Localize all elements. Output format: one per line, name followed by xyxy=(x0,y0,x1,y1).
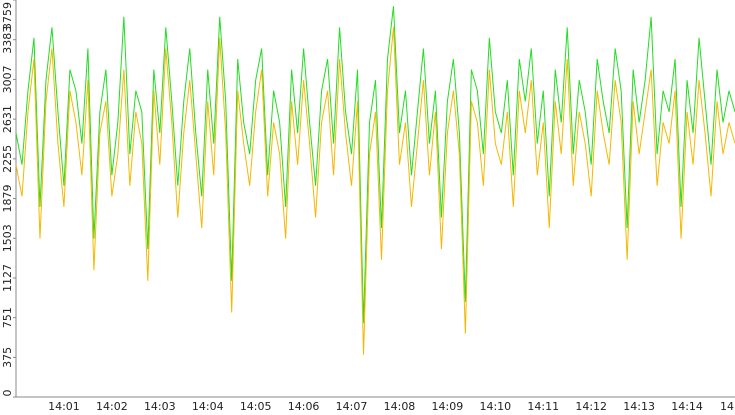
x-tick-label: 14:09 xyxy=(432,400,464,413)
y-tick-label: 2631 xyxy=(1,105,14,133)
x-tick-label: 14:10 xyxy=(479,400,511,413)
series-line xyxy=(15,6,735,324)
y-tick-label: 2255 xyxy=(1,145,14,173)
y-tick-label: 1127 xyxy=(1,264,14,292)
x-tick-label: 14:03 xyxy=(144,400,176,413)
x-tick-label: 14:06 xyxy=(288,400,320,413)
y-tick-label: 3383 xyxy=(1,26,14,54)
series-line xyxy=(15,27,735,355)
y-tick-label: 751 xyxy=(1,307,14,328)
x-tick-label: 14:08 xyxy=(384,400,416,413)
x-tick-label: 14:01 xyxy=(48,400,80,413)
x-tick-label: 14 xyxy=(720,400,734,413)
x-tick-label: 14:14 xyxy=(671,400,703,413)
y-tick-label: 1879 xyxy=(1,185,14,213)
x-tick-label: 14:02 xyxy=(96,400,128,413)
x-tick-label: 14:04 xyxy=(192,400,224,413)
x-tick-label: 14:12 xyxy=(575,400,607,413)
x-tick-label: 14:05 xyxy=(240,400,272,413)
x-tick-label: 14:11 xyxy=(527,400,559,413)
y-tick-label: 0 xyxy=(1,390,14,397)
y-tick-label: 3759 xyxy=(1,2,14,30)
y-tick-label: 375 xyxy=(1,347,14,368)
x-tick-label: 14:07 xyxy=(336,400,368,413)
y-tick-label: 1503 xyxy=(1,224,14,252)
x-tick-label: 14:13 xyxy=(623,400,655,413)
y-tick-label: 3007 xyxy=(1,65,14,93)
